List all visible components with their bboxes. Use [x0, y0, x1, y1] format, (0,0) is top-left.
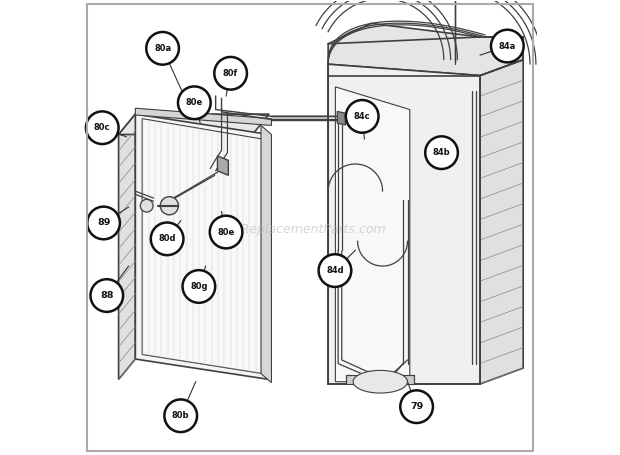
Text: 88: 88 — [100, 291, 113, 300]
Text: 80c: 80c — [94, 123, 110, 132]
Text: 79: 79 — [410, 402, 423, 411]
Circle shape — [178, 86, 211, 119]
Polygon shape — [328, 23, 523, 76]
Text: 84b: 84b — [433, 148, 450, 157]
Circle shape — [164, 399, 197, 432]
Polygon shape — [142, 119, 262, 374]
Polygon shape — [118, 114, 135, 379]
Polygon shape — [328, 64, 480, 384]
Circle shape — [210, 216, 242, 248]
Text: 80e: 80e — [186, 98, 203, 107]
Polygon shape — [347, 375, 414, 384]
Polygon shape — [135, 114, 269, 379]
Circle shape — [140, 199, 153, 212]
Circle shape — [146, 32, 179, 65]
Circle shape — [91, 279, 123, 312]
Circle shape — [319, 254, 352, 287]
Text: 80e: 80e — [218, 228, 235, 237]
Ellipse shape — [353, 370, 407, 393]
Circle shape — [151, 222, 184, 255]
Circle shape — [86, 111, 118, 144]
Polygon shape — [218, 156, 228, 175]
Circle shape — [425, 136, 458, 169]
Text: 80a: 80a — [154, 44, 171, 53]
Circle shape — [491, 30, 524, 62]
Polygon shape — [135, 108, 272, 126]
Text: eReplacementParts.com: eReplacementParts.com — [234, 223, 386, 236]
Text: 80g: 80g — [190, 282, 208, 291]
Polygon shape — [480, 60, 523, 384]
Circle shape — [87, 207, 120, 239]
Circle shape — [182, 270, 215, 303]
Circle shape — [346, 100, 378, 133]
Circle shape — [161, 197, 179, 215]
Text: 84c: 84c — [354, 112, 371, 121]
Polygon shape — [335, 87, 410, 382]
Circle shape — [215, 57, 247, 90]
Text: 80f: 80f — [223, 69, 238, 78]
Polygon shape — [337, 111, 345, 125]
Polygon shape — [118, 114, 269, 135]
Text: 80d: 80d — [158, 234, 176, 243]
Text: 89: 89 — [97, 218, 110, 228]
Text: 80b: 80b — [172, 411, 190, 420]
Text: 84d: 84d — [326, 266, 343, 275]
Circle shape — [401, 390, 433, 423]
Polygon shape — [261, 126, 272, 383]
Text: 84a: 84a — [498, 41, 516, 51]
